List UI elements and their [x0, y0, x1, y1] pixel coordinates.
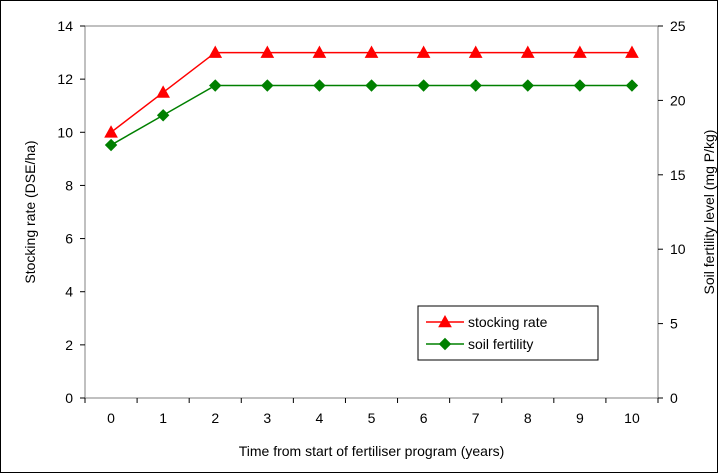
soil-fertility-point — [209, 79, 222, 92]
legend-label-stocking-rate: stocking rate — [468, 314, 548, 330]
x-tick-label: 4 — [316, 410, 324, 426]
right-tick-label: 5 — [670, 316, 678, 332]
stocking-rate-point — [468, 45, 483, 58]
x-tick-label: 6 — [420, 410, 428, 426]
stocking-rate-point — [416, 45, 431, 58]
left-tick-label: 0 — [65, 390, 73, 406]
x-tick-label: 7 — [472, 410, 480, 426]
legend-marker-stocking-rate — [438, 314, 452, 328]
stocking-rate-point — [625, 45, 639, 58]
stocking-rate-point — [573, 45, 587, 58]
x-axis-title: Time from start of fertiliser program (y… — [239, 443, 505, 459]
x-tick-label: 2 — [211, 410, 219, 426]
left-tick-label: 12 — [57, 71, 73, 87]
x-tick-label: 10 — [624, 410, 640, 426]
stocking-rate-point — [364, 45, 379, 58]
right-tick-label: 25 — [670, 18, 686, 34]
left-axis-ticks: 0 2 4 6 8 10 12 14 — [57, 18, 85, 406]
left-tick-label: 6 — [65, 231, 73, 247]
soil-fertility-point — [156, 109, 170, 122]
stocking-rate-point — [260, 45, 275, 58]
x-tick-label: 0 — [107, 410, 115, 426]
legend-label-soil-fertility: soil fertility — [468, 336, 533, 352]
soil-fertility-point — [521, 79, 534, 92]
legend-box — [417, 305, 599, 361]
stocking-rate-point — [104, 125, 118, 138]
soil-fertility-point — [313, 79, 326, 92]
plot-area — [84, 25, 659, 399]
x-tick-label: 3 — [263, 410, 271, 426]
soil-fertility-point — [573, 79, 587, 92]
soil-fertility-point — [469, 79, 482, 92]
stocking-rate-point — [208, 45, 223, 58]
right-tick-label: 0 — [670, 390, 678, 406]
right-axis-ticks: 0 5 10 15 20 25 — [658, 18, 686, 406]
left-tick-label: 4 — [65, 284, 73, 300]
soil-fertility-point — [417, 79, 430, 92]
left-tick-label: 10 — [57, 124, 73, 140]
right-tick-label: 15 — [670, 167, 686, 183]
series-layer — [104, 45, 639, 152]
stocking-rate-point — [312, 45, 327, 58]
legend-marker-soil-fertility — [438, 337, 452, 351]
soil-fertility-point — [365, 79, 378, 92]
right-tick-label: 20 — [670, 92, 686, 108]
left-tick-label: 8 — [65, 177, 73, 193]
x-tick-label: 8 — [524, 410, 532, 426]
right-axis-title: Soil fertility level (mg P/kg) — [701, 130, 717, 295]
x-tick-label: 1 — [159, 410, 167, 426]
left-tick-label: 14 — [57, 18, 73, 34]
x-axis-ticks: 0 1 2 3 4 5 6 7 8 9 10 — [84, 398, 659, 426]
soil-fertility-point — [261, 79, 274, 92]
right-tick-label: 10 — [670, 241, 686, 257]
stocking-rate-point — [156, 85, 170, 98]
x-tick-label: 9 — [576, 410, 584, 426]
left-axis-title: Stocking rate (DSE/ha) — [22, 140, 38, 283]
stocking-rate-point — [520, 45, 535, 58]
soil-fertility-point — [104, 138, 118, 152]
x-tick-label: 5 — [368, 410, 376, 426]
legend: stocking rate soil fertility — [417, 305, 599, 361]
soil-fertility-point — [625, 79, 639, 92]
left-tick-label: 2 — [65, 337, 73, 353]
